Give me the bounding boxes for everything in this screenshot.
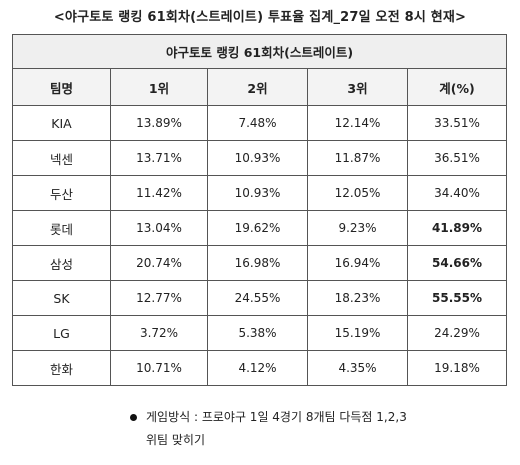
rank2-cell: 24.55% [207, 280, 308, 316]
rank1-cell: 10.71% [110, 350, 208, 386]
rank1-cell: 13.89% [110, 105, 208, 141]
rank2-cell: 4.12% [207, 350, 308, 386]
rank3-cell: 11.87% [307, 140, 408, 176]
note-line-2: 위팀 맞히기 [146, 433, 206, 447]
table-title: 야구토토 랭킹 61회차(스트레이트) [11, 34, 508, 69]
rank1-cell: 11.42% [110, 175, 208, 211]
header-rank3: 3위 [307, 68, 408, 106]
header-team: 팀명 [12, 68, 111, 106]
table-row: 한화 10.71% 4.12% 4.35% 19.18% [12, 350, 508, 386]
table-row: LG 3.72% 5.38% 15.19% 24.29% [12, 315, 508, 351]
team-cell: LG [12, 315, 111, 351]
team-cell: SK [12, 280, 111, 316]
rank3-cell: 16.94% [307, 245, 408, 281]
rank1-cell: 20.74% [110, 245, 208, 281]
page-title: <야구토토 랭킹 61회차(스트레이트) 투표율 집계_27일 오전 8시 현재… [53, 10, 467, 25]
rank3-cell: 12.05% [307, 175, 408, 211]
total-cell: 19.18% [406, 350, 508, 386]
table-row: 삼성 20.74% 16.98% 16.94% 54.66% [12, 245, 508, 281]
table-row: SK 12.77% 24.55% 18.23% 55.55% [12, 280, 508, 316]
rank2-cell: 5.38% [207, 315, 308, 351]
table-body: KIA 13.89% 7.48% 12.14% 33.51% 넥센 13.71% 10.93%… [12, 105, 508, 386]
total-cell: 41.89% [406, 210, 508, 246]
table-row: KIA 13.89% 7.48% 12.14% 33.51% [12, 105, 508, 141]
game-method-note: 게임방식 : 프로야구 1일 4경기 8개팀 다득점 1,2,3 위팀 맞히기 [130, 406, 516, 452]
total-cell: 55.55% [406, 280, 508, 316]
table-row: 롯데 13.04% 19.62% 9.23% 41.89% [12, 210, 508, 246]
rank3-cell: 15.19% [307, 315, 408, 351]
rank2-cell: 19.62% [207, 210, 308, 246]
table-row: 두산 11.42% 10.93% 12.05% 34.40% [12, 175, 508, 211]
team-cell: 삼성 [12, 245, 111, 281]
total-cell: 34.40% [406, 175, 508, 211]
rank3-cell: 4.35% [307, 350, 408, 386]
total-cell: 33.51% [406, 105, 508, 141]
team-cell: 두산 [12, 175, 111, 211]
header-rank1: 1위 [110, 68, 208, 106]
total-cell: 24.29% [406, 315, 508, 351]
rank2-cell: 10.93% [207, 175, 308, 211]
rank2-cell: 16.98% [207, 245, 308, 281]
rank1-cell: 12.77% [110, 280, 208, 316]
note-line-1: 게임방식 : 프로야구 1일 4경기 8개팀 다득점 1,2,3 [146, 410, 407, 424]
rank3-cell: 9.23% [307, 210, 408, 246]
rank1-cell: 13.71% [110, 140, 208, 176]
bullet-icon [130, 414, 137, 421]
header-rank2: 2위 [207, 68, 308, 106]
team-cell: 롯데 [12, 210, 111, 246]
rank3-cell: 18.23% [307, 280, 408, 316]
header-total: 계(%) [406, 68, 508, 106]
rank1-cell: 13.04% [110, 210, 208, 246]
table-title-row: 야구토토 랭킹 61회차(스트레이트) [11, 34, 508, 69]
total-cell: 36.51% [406, 140, 508, 176]
team-cell: KIA [12, 105, 111, 141]
rank2-cell: 10.93% [207, 140, 308, 176]
ranking-table: 야구토토 랭킹 61회차(스트레이트) 팀명 1위 2위 3위 계(%) KIA… [11, 34, 508, 386]
team-cell: 한화 [12, 350, 111, 386]
rank1-cell: 3.72% [110, 315, 208, 351]
rank2-cell: 7.48% [207, 105, 308, 141]
table-header-row: 팀명 1위 2위 3위 계(%) [12, 68, 508, 106]
table-row: 넥센 13.71% 10.93% 11.87% 36.51% [12, 140, 508, 176]
team-cell: 넥센 [12, 140, 111, 176]
rank3-cell: 12.14% [307, 105, 408, 141]
total-cell: 54.66% [406, 245, 508, 281]
